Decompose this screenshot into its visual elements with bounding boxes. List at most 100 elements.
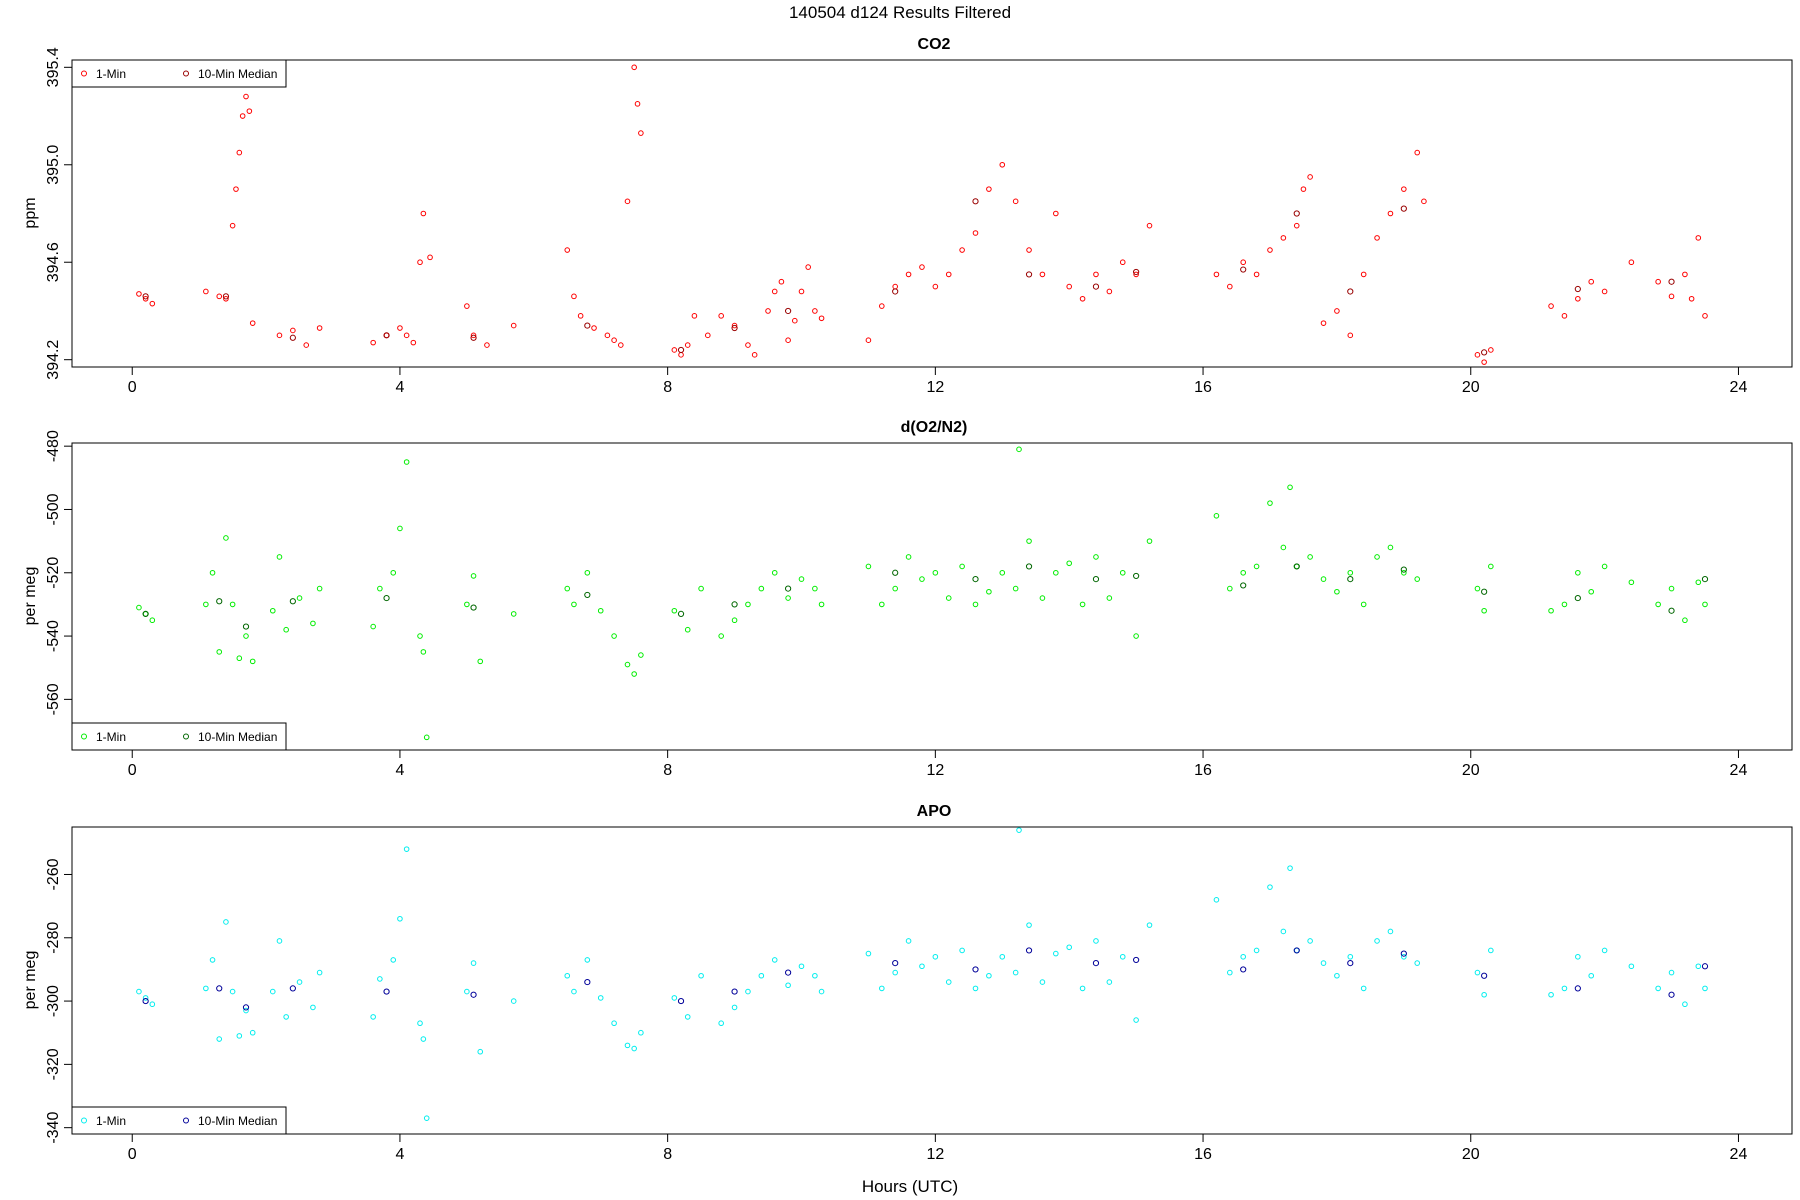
do2n2-median-point: [470, 604, 477, 611]
co2-one-min-point: [223, 295, 229, 302]
co2-one-min-point: [865, 337, 872, 343]
apo-one-min-point: [638, 1029, 644, 1036]
do2n2-one-min-point: [1561, 601, 1568, 608]
do2n2-one-min-point: [865, 563, 872, 570]
do2n2-median-point: [142, 610, 149, 618]
co2-one-min-point: [1575, 295, 1581, 302]
co2-median-point: [383, 332, 390, 339]
do2n2-one-min-point: [671, 607, 678, 614]
panel-do2n2-title: d(O2/N2): [901, 419, 968, 436]
do2n2-one-min-point: [377, 585, 383, 592]
apo-one-min-point: [865, 950, 872, 957]
panel-co2-ylabel: ppm: [22, 197, 39, 228]
apo-one-min-point: [972, 985, 979, 992]
do2n2-one-min-point: [1012, 585, 1019, 592]
do2n2-one-min-point: [571, 601, 577, 608]
do2n2-one-min-point: [464, 601, 470, 608]
co2-one-min-point: [276, 332, 283, 339]
apo-median-point: [1400, 950, 1407, 957]
do2n2-one-min-point: [999, 569, 1006, 576]
figure-title: 140504 d124 Results Filtered: [789, 3, 1011, 22]
co2-legend-marker-median: [183, 70, 189, 77]
apo-one-min-point: [1227, 969, 1233, 976]
co2-one-min-point: [604, 332, 611, 339]
apo-one-min-point: [959, 947, 965, 954]
do2n2-one-min-point: [1093, 554, 1099, 560]
do2n2-one-min-point: [310, 620, 316, 627]
do2n2-legend-label-median: 10-Min Median: [198, 730, 277, 744]
do2n2-one-min-point: [745, 601, 751, 608]
panel-co2-title: CO2: [918, 36, 951, 53]
do2n2-one-min-point: [1474, 585, 1481, 592]
co2-one-min-point: [818, 315, 825, 322]
co2-one-min-point: [945, 271, 952, 278]
do2n2-one-min-point: [818, 601, 825, 608]
apo-median-point: [242, 1004, 250, 1011]
do2n2-median-point: [1025, 563, 1033, 570]
apo-one-min-point: [571, 988, 577, 995]
do2n2-legend-box: [71, 722, 287, 751]
do2n2-one-min-point: [1628, 579, 1635, 586]
apo-x-tick-label: 8: [663, 1146, 672, 1163]
apo-one-min-point: [510, 998, 517, 1004]
apo-median-point: [785, 969, 792, 976]
do2n2-median-point: [972, 575, 979, 583]
co2-x-tick-label: 16: [1194, 379, 1212, 396]
apo-one-min-point: [310, 1004, 316, 1011]
apo-one-min-point: [999, 953, 1006, 960]
apo-one-min-point: [1213, 896, 1220, 903]
co2-one-min-point: [1481, 359, 1487, 365]
apo-median-point: [731, 988, 738, 995]
apo-one-min-point: [149, 1001, 156, 1008]
co2-one-min-point: [1702, 313, 1708, 319]
co2-legend-marker-one-min: [81, 70, 87, 77]
apo-one-min-point: [1079, 985, 1086, 992]
co2-one-min-point: [1387, 210, 1394, 217]
apo-one-min-point: [209, 957, 216, 963]
do2n2-one-min-point: [223, 535, 229, 541]
co2-one-min-point: [484, 342, 490, 348]
panel-do2n2: d(O2/N2) per meg 0 4 8 12 16 20 24 -560 -540 -520…: [22, 419, 1793, 779]
apo-one-min-point: [631, 1045, 637, 1052]
co2-one-min-point: [1253, 271, 1260, 278]
apo-y-tick-label: -300: [45, 985, 62, 1017]
apo-legend-label-median: 10-Min Median: [198, 1114, 277, 1128]
co2-one-min-point: [290, 327, 296, 334]
do2n2-one-min-point: [209, 569, 216, 576]
apo-one-min-point: [1668, 969, 1675, 976]
apo-one-min-point: [316, 969, 323, 976]
apo-one-min-point: [370, 1014, 376, 1020]
co2-one-min-point: [420, 210, 427, 217]
co2-one-min-point: [403, 332, 410, 339]
do2n2-median-point: [1240, 582, 1247, 589]
do2n2-one-min-point: [1588, 588, 1595, 595]
co2-x-tick-label: 8: [663, 379, 672, 396]
apo-one-min-point: [1575, 953, 1581, 960]
panel-apo-plot: 0 4 8 12 16 20 24 -340 -320 -300 -280 -260 1-Min 10-M…: [45, 826, 1793, 1163]
do2n2-one-min-point: [1053, 569, 1059, 576]
co2-one-min-point: [1474, 352, 1481, 358]
do2n2-one-min-point: [1267, 500, 1273, 506]
apo-one-min-point: [1360, 985, 1367, 992]
apo-one-min-point: [1374, 938, 1380, 944]
do2n2-one-min-point: [698, 585, 704, 592]
apo-one-min-point: [1481, 991, 1487, 998]
co2-one-min-point: [1106, 288, 1113, 295]
co2-median-point: [1668, 278, 1675, 285]
panel-co2-plot: 0 4 8 12 16 20 24 394.2 394.6 395.0 395.4 1-Min 10-M…: [45, 47, 1793, 396]
do2n2-one-min-point: [718, 633, 724, 639]
apo-one-min-point: [1320, 960, 1327, 966]
co2-one-min-point: [249, 320, 256, 326]
apo-median-point: [677, 997, 685, 1005]
apo-one-min-point: [1561, 985, 1568, 992]
do2n2-one-min-point: [276, 554, 283, 560]
apo-one-min-point: [731, 1004, 738, 1011]
do2n2-x-tick-label: 8: [663, 762, 672, 779]
do2n2-one-min-point: [798, 576, 805, 582]
co2-one-min-point: [959, 247, 965, 253]
do2n2-x-tick-label: 12: [926, 762, 944, 779]
apo-one-min-point: [1053, 950, 1059, 957]
co2-one-min-point: [986, 186, 992, 192]
apo-one-min-point: [905, 938, 912, 944]
do2n2-one-min-point: [1240, 569, 1247, 576]
